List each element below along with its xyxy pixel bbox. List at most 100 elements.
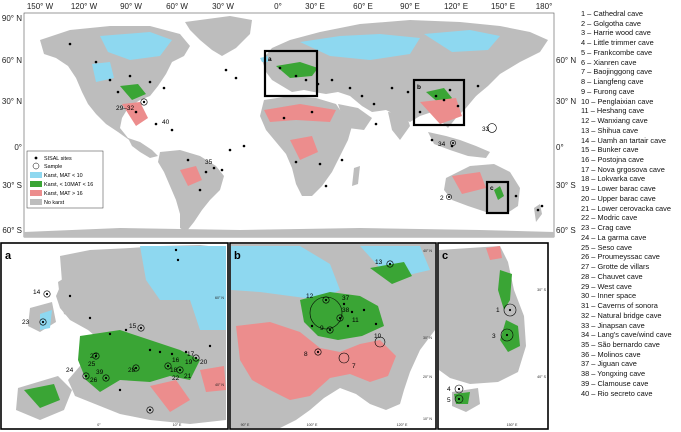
sisal-sites: [68, 42, 544, 212]
panel-c-lat-tick: 40° S: [537, 375, 546, 379]
cave-list-item: 2 – Golgotha cave: [581, 18, 641, 28]
panel-a-site-label: 25: [88, 361, 96, 368]
panel-c-karst-temperate: [500, 320, 520, 352]
legend-grey-swatch: [30, 199, 42, 205]
box-c-label: c: [490, 185, 494, 192]
panel-a-site-label: 14: [33, 289, 41, 296]
cave-list-item: 14 – Uamh an tartair cave: [581, 135, 667, 145]
cave-list-item: 37 – Jiguan cave: [581, 359, 637, 369]
lat-label: 30° N: [556, 97, 576, 106]
panel-a-karst-warm: [200, 366, 226, 392]
cave-list-item: 6 – Xianren cave: [581, 57, 637, 67]
legend-box: [26, 150, 104, 209]
legend-label: Karst, MAT < 10: [44, 173, 83, 179]
legend-label: Karst, MAT > 16: [44, 191, 83, 197]
site-label-29-32: 29–32: [116, 105, 134, 112]
panel-c-lat-tick: 30° S: [537, 288, 546, 292]
lat-label: 90° N: [2, 14, 22, 23]
arabia: [338, 104, 372, 130]
cave-list-item: 16 – Postojna cave: [581, 155, 644, 165]
legend-green-swatch: [30, 181, 42, 187]
legend: SISAL sites Sample Karst, MAT < 10 Karst…: [26, 150, 104, 209]
panel-c: c 1 3 4 5 150° E 30° S 40° S: [437, 242, 549, 430]
panel-c-letter: c: [442, 250, 448, 262]
cave-list-item: 9 – Furong cave: [581, 86, 635, 96]
panel-a-karst-warm: [150, 380, 190, 412]
panel-a-site-label: 39: [96, 369, 104, 376]
panel-b-site-label: 13: [375, 259, 383, 266]
cave-list-item: 3 – Harrie wood cave: [581, 28, 651, 38]
panel-a-lat-tick: 60° N: [215, 296, 224, 300]
cave-list-item: 27 – Grotte de villars: [581, 262, 650, 272]
cave-list-item: 33 – Jinapsan cave: [581, 320, 645, 330]
lat-label: 60° N: [556, 56, 576, 65]
cave-list-item: 40 – Rio secreto cave: [581, 388, 653, 398]
site-label-40: 40: [162, 119, 170, 126]
panel-b-site-label: 7: [352, 363, 356, 370]
world-map: a b c 29–32 40 35 33 34 2: [23, 12, 555, 238]
panel-b-karst-temperate: [370, 262, 412, 284]
cave-list-item: 5 – Frankcombe cave: [581, 47, 653, 57]
cave-list-item: 8 – Liangfeng cave: [581, 77, 644, 87]
panel-b-lon-tick: 100° E: [307, 423, 318, 427]
new-zealand: [534, 204, 542, 222]
legend-label: Karst, < 10MAT < 16: [44, 182, 93, 188]
panel-c-lon-tick: 150° E: [507, 423, 518, 427]
cave-list-item: 26 – Proumeyssac cave: [581, 252, 660, 262]
legend-circle-symbol: [32, 162, 40, 170]
lon-label: 30° E: [305, 2, 325, 11]
cave-list-item: 30 – Inner space: [581, 291, 637, 301]
panel-a-britain: [58, 272, 90, 320]
lon-label: 180°: [536, 2, 553, 11]
cave-list-item: 13 – Shihua cave: [581, 125, 639, 135]
legend-pink-swatch: [30, 190, 42, 196]
panel-a-lon-tick: 10° E: [173, 423, 182, 427]
panel-b-site-label: 8: [304, 351, 308, 358]
panel-b: b 13 12 37 38 10 9 8 7 11 90° E 100° E 1…: [229, 242, 437, 430]
cave-list-item: 31 – Caverns of sonora: [581, 301, 658, 311]
panel-b-site-label: 10: [374, 333, 382, 340]
panel-b-site-label: 9: [320, 325, 324, 332]
panel-b-lat-tick: 10° N: [423, 417, 432, 421]
cave-list-item: 35 – São bernardo cave: [581, 339, 660, 349]
cave-list-item: 11 – Heshang cave: [581, 106, 645, 116]
panel-b-site-label: 37: [342, 295, 350, 302]
lon-label: 90° E: [400, 2, 420, 11]
legend-label: No karst: [44, 200, 65, 206]
lat-label: 30° N: [2, 97, 22, 106]
panel-a-karst-temperate: [78, 330, 200, 392]
lat-label: 30° S: [2, 181, 22, 190]
panel-b-site-label: 12: [306, 293, 314, 300]
lon-label: 0°: [274, 2, 282, 11]
panel-a-site-label: 21: [184, 373, 192, 380]
southeast-asia-islands: [428, 132, 490, 158]
lat-label: 0°: [14, 143, 22, 152]
panel-b-site-label: 38: [342, 307, 350, 314]
madagascar: [352, 166, 360, 186]
lon-label: 60° W: [166, 2, 188, 11]
cave-list-item: 39 – Clamouse cave: [581, 378, 649, 388]
sample-sites: [140, 98, 497, 200]
panel-a-lat-tick: 40° N: [215, 383, 224, 387]
lat-label: 30° S: [556, 181, 576, 190]
cave-list-item: 21 – Lower cerovacka cave: [581, 203, 671, 213]
panel-a-site-label: 24: [66, 367, 74, 374]
site-label-33: 33: [482, 126, 490, 133]
panel-a-letter: a: [5, 250, 12, 262]
panel-a-lon-tick: 0°: [97, 423, 101, 427]
panel-a-site-label: 16: [172, 357, 180, 364]
lon-label: 150° W: [27, 2, 54, 11]
panel-a-karst-temperate: [24, 384, 60, 408]
legend-dot-symbol: [34, 156, 38, 160]
panel-a-site-label: 15: [129, 323, 137, 330]
panel-b-karst-warm: [236, 322, 396, 400]
box-c: [485, 180, 510, 215]
box-a-label: a: [268, 56, 272, 63]
panel-b-lat-tick: 40° N: [423, 249, 432, 253]
panel-b-lat-tick: 20° N: [423, 375, 432, 379]
cave-list-item: 17 – Nova grgosova cave: [581, 164, 665, 174]
lon-label: 30° W: [212, 2, 234, 11]
greenland: [185, 16, 252, 56]
panel-b-lon-tick: 120° E: [397, 423, 408, 427]
karst-warm-areas: [122, 98, 486, 194]
